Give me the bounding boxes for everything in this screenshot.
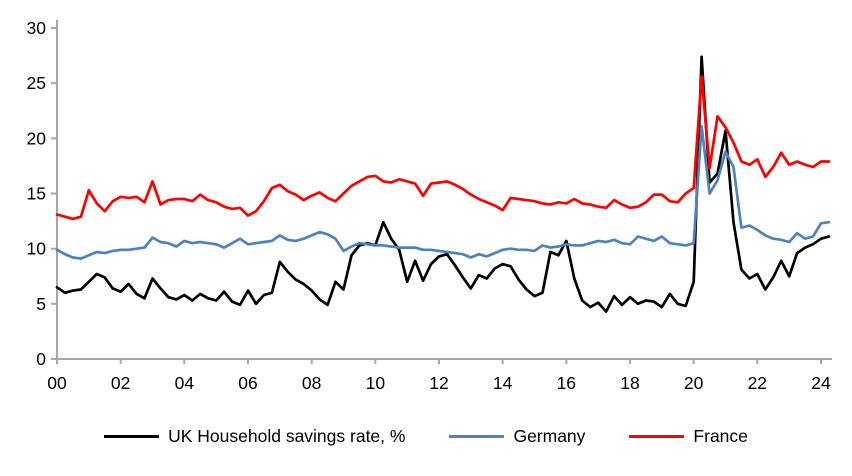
legend-item-germany: Germany <box>449 426 586 446</box>
x-tick-label: 24 <box>811 373 831 393</box>
uk-line-sample <box>104 435 160 439</box>
chart-legend: UK Household savings rate, % Germany Fra… <box>0 426 852 446</box>
series-line-2 <box>55 75 831 221</box>
x-tick-label: 14 <box>493 373 513 393</box>
y-tick-label: 10 <box>27 239 47 259</box>
x-tick-label: 18 <box>620 373 639 393</box>
france-line-sample <box>629 435 685 439</box>
y-tick-label: 20 <box>27 128 47 148</box>
legend-label-france: France <box>693 426 748 446</box>
x-tick-label: 22 <box>748 373 767 393</box>
y-tick-label: 5 <box>36 294 46 314</box>
x-tick-label: 20 <box>684 373 704 393</box>
chart-plot-area: 0 5 10 15 20 25 30 00 02 04 06 08 10 12 14 16 18 20 22 24 <box>27 18 832 393</box>
x-tick-label: 12 <box>429 373 448 393</box>
x-tick-label: 02 <box>111 373 130 393</box>
series-line-1 <box>55 124 831 260</box>
legend-label-germany: Germany <box>513 426 586 446</box>
legend-label-uk: UK Household savings rate, % <box>168 426 406 446</box>
x-tick-label: 00 <box>47 373 67 393</box>
x-tick-label: 06 <box>238 373 257 393</box>
x-tick-label: 04 <box>175 373 195 393</box>
x-tick-label: 08 <box>302 373 321 393</box>
y-tick-label: 0 <box>36 349 46 369</box>
legend-item-france: France <box>629 426 748 446</box>
y-tick-label: 15 <box>27 184 46 204</box>
germany-line-sample <box>449 435 505 439</box>
x-tick-label: 10 <box>366 373 386 393</box>
series-line-0 <box>55 55 831 313</box>
y-tick-label: 25 <box>27 73 46 93</box>
x-tick-label: 16 <box>557 373 576 393</box>
y-tick-label: 30 <box>27 18 47 38</box>
legend-item-uk: UK Household savings rate, % <box>104 426 406 446</box>
